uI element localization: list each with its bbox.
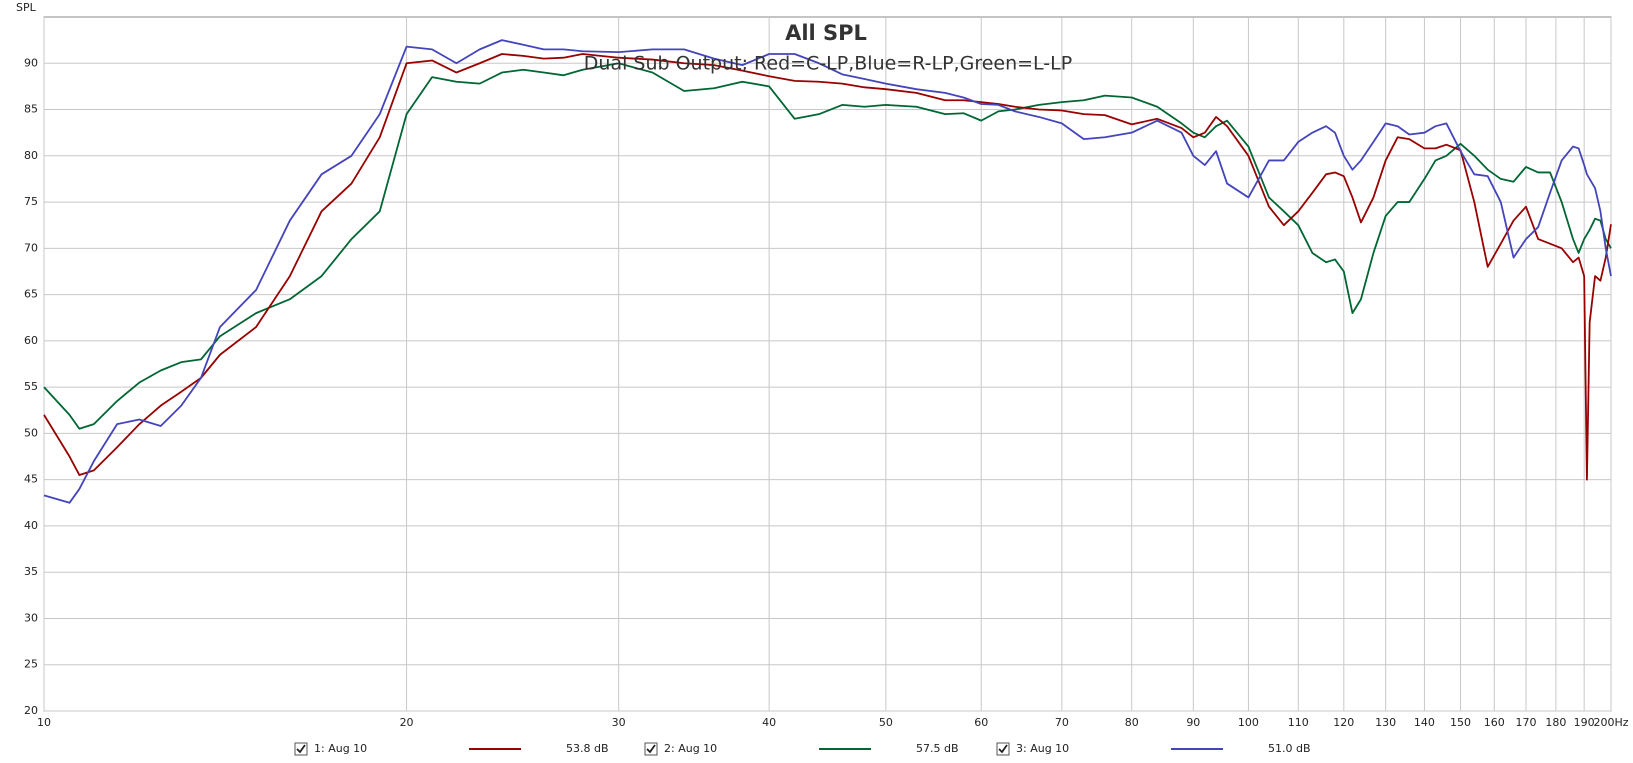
- y-tick-label: 65: [24, 288, 38, 301]
- legend-item: 3: Aug 10 51.0 dB: [996, 742, 1311, 756]
- series-line: [43, 62, 1612, 430]
- y-tick-label: 80: [24, 149, 38, 162]
- x-tick-label: 100: [1238, 716, 1259, 729]
- x-tick-label: 10: [37, 716, 51, 729]
- legend-item: 2: Aug 10 57.5 dB: [644, 742, 959, 756]
- y-tick-label: 55: [24, 380, 38, 393]
- legend-level: 53.8 dB: [566, 742, 609, 755]
- series-line: [43, 53, 1612, 481]
- x-tick-label: 130: [1375, 716, 1396, 729]
- y-axis-label: SPL: [16, 1, 37, 14]
- x-tick-label: 120: [1333, 716, 1354, 729]
- plot-area: [43, 16, 1612, 712]
- legend-label: 3: Aug 10: [1016, 742, 1069, 755]
- x-tick-label: 200Hz: [1593, 716, 1628, 729]
- y-tick-label: 20: [24, 704, 38, 717]
- checkmark: [296, 744, 306, 754]
- x-tick-label: 150: [1450, 716, 1471, 729]
- y-tick-label: 75: [24, 195, 38, 208]
- x-tick-label: 50: [879, 716, 893, 729]
- checkbox[interactable]: [294, 742, 308, 756]
- checkmark: [998, 744, 1008, 754]
- y-tick-label: 30: [24, 611, 38, 624]
- chart-title: All SPL: [785, 21, 867, 45]
- x-tick-label: 30: [612, 716, 626, 729]
- x-tick-label: 60: [974, 716, 988, 729]
- x-tick-label: 110: [1288, 716, 1309, 729]
- legend-level: 57.5 dB: [916, 742, 959, 755]
- legend-label: 1: Aug 10: [314, 742, 367, 755]
- x-tick-label: 70: [1055, 716, 1069, 729]
- series-line: [43, 39, 1612, 504]
- y-tick-label: 35: [24, 565, 38, 578]
- checkbox[interactable]: [644, 742, 658, 756]
- legend-level: 51.0 dB: [1268, 742, 1311, 755]
- x-tick-label: 40: [762, 716, 776, 729]
- x-tick-label: 90: [1186, 716, 1200, 729]
- y-tick-label: 60: [24, 334, 38, 347]
- x-tick-label: 180: [1545, 716, 1566, 729]
- y-tick-label: 40: [24, 519, 38, 532]
- y-tick-label: 25: [24, 658, 38, 671]
- y-tick-label: 50: [24, 426, 38, 439]
- y-tick-label: 85: [24, 103, 38, 116]
- x-tick-label: 140: [1414, 716, 1435, 729]
- legend-item: 1: Aug 10 53.8 dB: [294, 742, 609, 756]
- checkmark: [646, 744, 656, 754]
- grid: [43, 17, 1612, 712]
- checkbox[interactable]: [996, 742, 1010, 756]
- y-tick-label: 45: [24, 473, 38, 486]
- x-tick-label: 190: [1574, 716, 1595, 729]
- x-tick-label: 170: [1515, 716, 1536, 729]
- legend-label: 2: Aug 10: [664, 742, 717, 755]
- x-tick-label: 20: [400, 716, 414, 729]
- chart-subtitle: Dual Sub Output; Red=C-LP,Blue=R-LP,Gree…: [584, 53, 1072, 75]
- y-tick-label: 70: [24, 241, 38, 254]
- x-tick-label: 80: [1125, 716, 1139, 729]
- y-tick-label: 90: [24, 56, 38, 69]
- x-tick-label: 160: [1484, 716, 1505, 729]
